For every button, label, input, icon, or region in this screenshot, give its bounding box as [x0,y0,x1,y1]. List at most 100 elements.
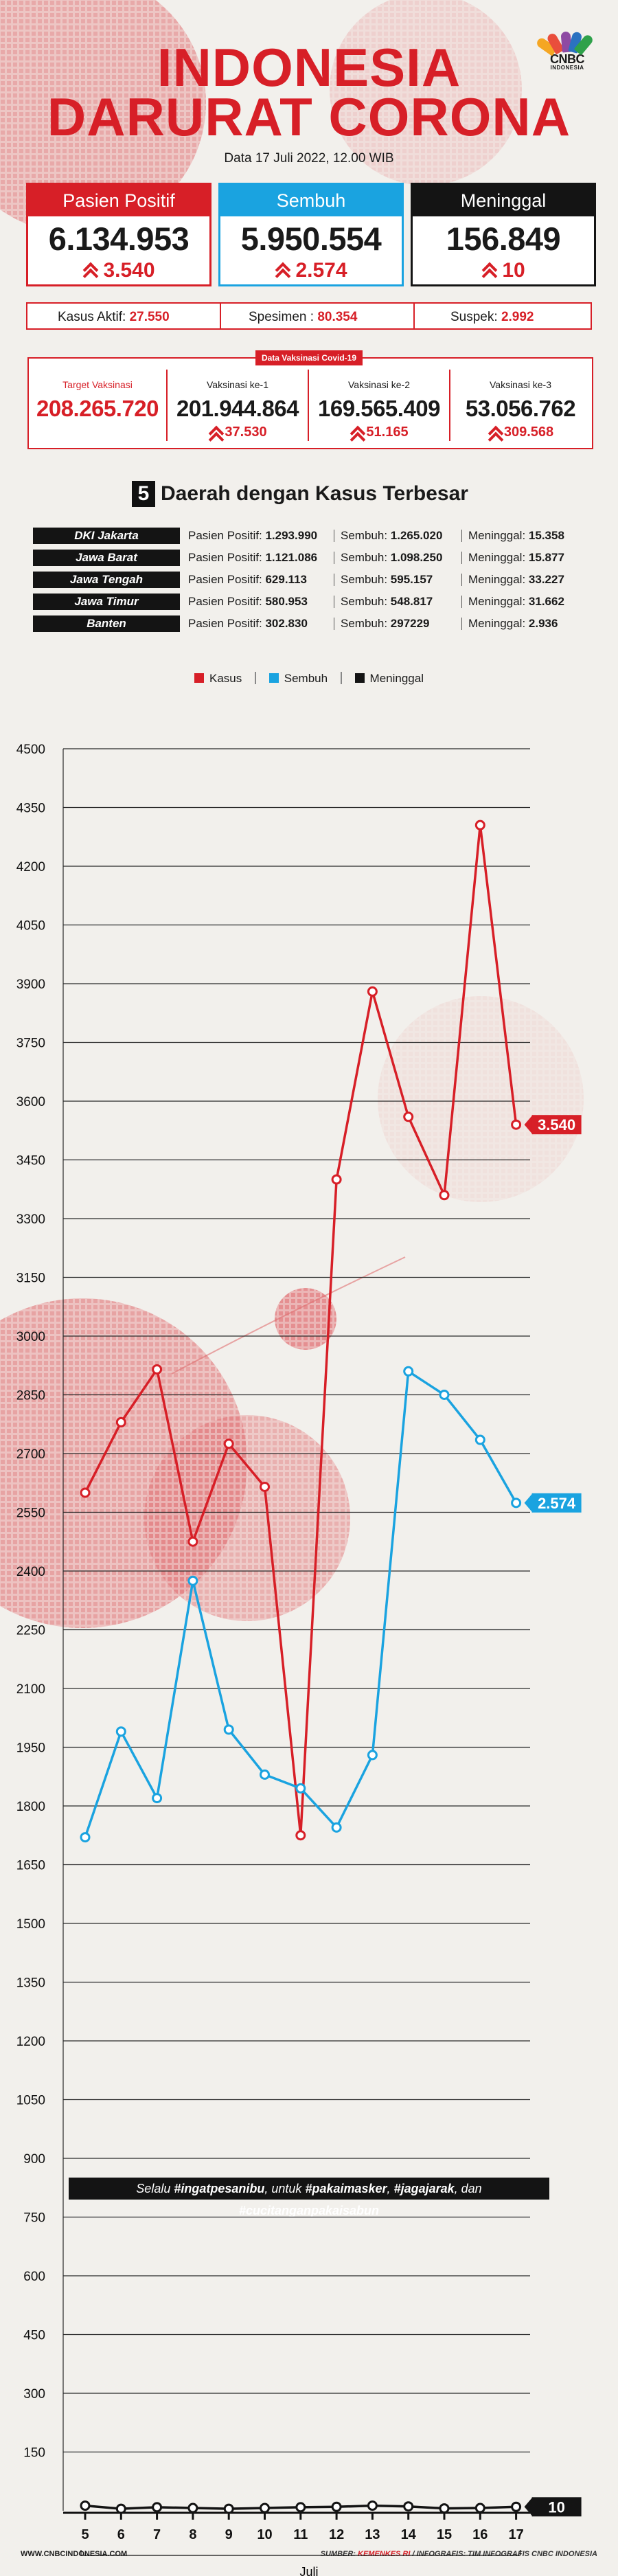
data-point-meninggal [80,2500,91,2511]
y-tick-label: 4050 [16,919,45,934]
data-point-meninggal [223,2503,234,2514]
summary-aktif: Kasus Aktif: 27.550 [26,302,232,330]
card-meninggal: Meninggal 156.849 10 [411,183,596,286]
cell-sembuh: Sembuh: 1.098.250 [341,551,443,564]
x-tick-label: 12 [329,2527,344,2542]
data-point-kasus [295,1830,306,1841]
x-axis-label: Juli [299,2565,318,2576]
y-tick-label: 3750 [16,1037,45,1051]
legend-kasus: Kasus [194,672,242,686]
x-tick-label: 9 [225,2527,233,2542]
end-label-box [531,2497,582,2517]
data-point-meninggal [511,2501,522,2512]
top5-title: Daerah dengan Kasus Terbesar [161,482,468,505]
data-point-sembuh [439,1390,450,1400]
table-row: DKI Jakarta Pasien Positif: 1.293.990 Semb… [33,528,585,544]
cell-positif: Pasien Positif: 580.953 [188,595,308,608]
y-tick-label: 3600 [16,1095,45,1109]
data-point-sembuh [152,1793,163,1804]
cell-sembuh: Sembuh: 1.265.020 [341,529,443,542]
vaccination-dose-3: Vaksinasi ke-3 53.056.762 309.568 [465,379,576,440]
end-label-sembuh: 2.574 [538,1495,576,1512]
x-tick-label: 10 [257,2527,272,2542]
x-tick-label: 16 [472,2527,488,2542]
y-tick-label: 1650 [16,1859,45,1873]
y-tick-label: 2550 [16,1506,45,1521]
y-tick-label: 2400 [16,1565,45,1579]
card-meninggal-value: 156.849 [446,221,561,257]
data-point-kasus [474,820,485,831]
y-tick-label: 2850 [16,1389,45,1403]
y-tick-label: 150 [23,2446,45,2461]
y-tick-label: 1050 [16,2094,45,2108]
data-point-kasus [80,1487,91,1498]
data-point-sembuh [115,1726,126,1737]
end-label-box [531,1115,582,1135]
card-meninggal-label: Meninggal [413,185,594,216]
end-label-meninggal: 10 [548,2498,564,2516]
y-tick-label: 2250 [16,1624,45,1638]
province-name: DKI Jakarta [33,528,180,544]
footer: WWW.CNBCINDONESIA.COM SUMBER: KEMENKES R… [0,2550,618,2564]
data-point-meninggal [152,2502,163,2513]
y-tick-label: 4350 [16,802,45,816]
y-tick-label: 3900 [16,978,45,992]
data-point-sembuh [260,1769,270,1780]
data-point-meninggal [403,2501,414,2512]
vaccination-target: Target Vaksinasi 208.265.720 [29,359,166,448]
vaccination-dose-1: Vaksinasi ke-1 201.944.864 37.530 [176,379,299,440]
data-point-sembuh [295,1783,306,1794]
cell-meninggal: Meninggal: 2.936 [468,617,558,630]
data-point-sembuh [223,1724,234,1735]
footer-source: SUMBER: KEMENKES RI / INFOGRAFIS: TIM IN… [320,2550,597,2558]
y-tick-label: 3450 [16,1154,45,1168]
x-tick-label: 7 [153,2527,161,2542]
legend-meninggal: Meninggal [354,672,424,686]
data-point-sembuh [367,1750,378,1761]
cell-meninggal: Meninggal: 15.877 [468,551,564,564]
cell-meninggal: Meninggal: 33.227 [468,573,564,586]
x-tick-label: 8 [189,2527,196,2542]
y-tick-label: 3000 [16,1330,45,1344]
top5-heading: 5 Daerah dengan Kasus Terbesar [132,481,468,507]
x-tick-label: 17 [508,2527,523,2542]
legend-sembuh: Sembuh [268,672,328,686]
end-label-pointer [524,1115,533,1135]
card-sembuh-label: Sembuh [220,185,402,216]
card-sembuh-delta: 2.574 [220,259,402,282]
data-date: Data 17 Juli 2022, 12.00 WIB [224,151,394,166]
y-tick-label: 1500 [16,1917,45,1932]
page-title: INDONESIA DARURAT CORONA [0,41,618,147]
cell-sembuh: Sembuh: 548.817 [341,595,433,608]
title-line-2: DARURAT CORONA [47,87,571,147]
province-name: Banten [33,615,180,632]
province-name: Jawa Barat [33,550,180,566]
data-point-sembuh [187,1575,198,1586]
table-row: Jawa Timur Pasien Positif: 580.953 Sembuh:… [33,594,585,610]
table-row: Jawa Barat Pasien Positif: 1.121.086 Sembu… [33,550,585,566]
cell-meninggal: Meninggal: 31.662 [468,595,564,608]
y-tick-label: 1800 [16,1800,45,1814]
y-tick-label: 300 [23,2387,45,2402]
end-label-pointer [524,1493,533,1513]
data-point-meninggal [331,2501,342,2512]
vaccination-tag: Data Vaksinasi Covid-19 [255,350,363,365]
x-tick-label: 13 [365,2527,380,2542]
data-point-sembuh [511,1498,522,1509]
province-name: Jawa Tengah [33,572,180,588]
x-tick-label: 14 [401,2527,417,2542]
y-tick-label: 4200 [16,860,45,874]
y-tick-label: 600 [23,2270,45,2284]
data-point-sembuh [474,1434,485,1445]
y-tick-label: 3300 [16,1212,45,1227]
y-tick-label: 1200 [16,2035,45,2049]
y-tick-label: 3150 [16,1272,45,1286]
data-point-kasus [152,1364,163,1375]
data-point-kasus [511,1119,522,1130]
data-point-kasus [331,1174,342,1185]
y-tick-label: 2700 [16,1447,45,1462]
table-row: Jawa Tengah Pasien Positif: 629.113 Sembuh… [33,572,585,588]
x-tick-label: 6 [117,2527,125,2542]
